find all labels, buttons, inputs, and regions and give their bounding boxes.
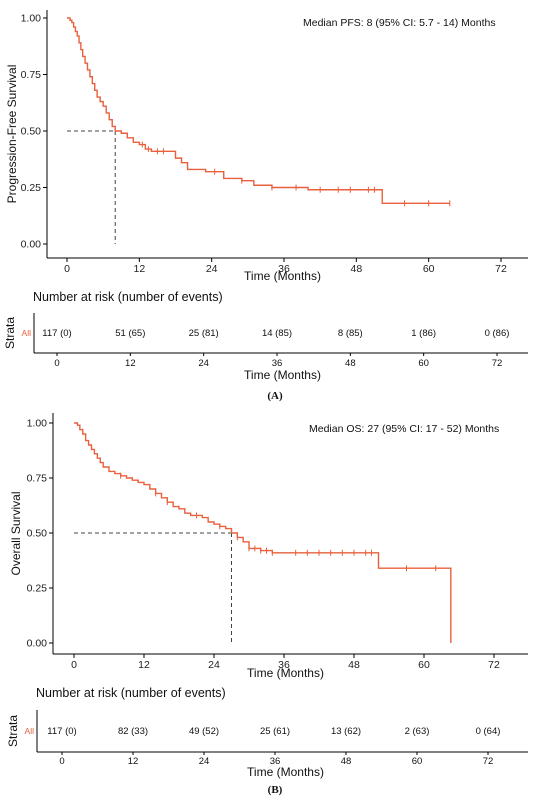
- km-panel-1: 0.00 0.25 0.50 0.75 1.00 0 12 24 36 48 60 72 Time (M…: [3, 10, 528, 402]
- risk-value: 8 (85): [338, 328, 363, 339]
- risk-value: 1 (86): [411, 328, 436, 339]
- y-tick-label: 0.50: [21, 126, 42, 138]
- risk-x-tick-label: 60: [412, 756, 423, 767]
- risk-value: 51 (65): [115, 328, 145, 339]
- x-tick-label: 60: [418, 659, 430, 671]
- x-tick-label: 36: [278, 263, 290, 275]
- x-tick-label: 36: [278, 659, 290, 671]
- risk-x-axis-label: Time (Months): [247, 765, 324, 779]
- risk-x-tick-label: 72: [492, 358, 503, 369]
- risk-table-title: Number at risk (number of events): [36, 686, 226, 700]
- risk-strata-label: All: [25, 726, 35, 736]
- risk-strata-title: Strata: [3, 317, 17, 349]
- risk-value: 2 (63): [405, 726, 430, 737]
- y-tick-label: 1.00: [27, 418, 48, 430]
- risk-x-tick-label: 48: [341, 756, 352, 767]
- risk-strata-title: Strata: [6, 715, 20, 747]
- y-axis-label: Progression-Free Survival: [5, 65, 19, 204]
- risk-x-tick-label: 60: [418, 358, 429, 369]
- x-tick-label: 48: [350, 263, 362, 275]
- x-tick-label: 48: [348, 659, 360, 671]
- risk-strata-label: All: [22, 328, 32, 338]
- x-tick-label: 0: [71, 659, 77, 671]
- y-tick-label: 0.75: [27, 473, 48, 485]
- y-tick-label: 0.25: [21, 182, 42, 194]
- median-annotation: Median OS: 27 (95% CI: 17 - 52) Months: [309, 423, 499, 435]
- risk-value: 25 (81): [189, 328, 219, 339]
- survival-curve: [67, 17, 450, 205]
- x-axis-label: Time (Months): [244, 269, 321, 283]
- risk-x-tick-label: 0: [54, 358, 59, 369]
- risk-value: 13 (62): [331, 726, 361, 737]
- risk-x-tick-label: 36: [272, 358, 283, 369]
- risk-x-tick-label: 24: [199, 756, 210, 767]
- risk-x-tick-label: 12: [125, 358, 136, 369]
- risk-x-tick-label: 24: [198, 358, 209, 369]
- risk-x-tick-label: 36: [270, 756, 281, 767]
- panel-label: (B): [268, 784, 283, 796]
- risk-table-title: Number at risk (number of events): [33, 290, 223, 304]
- y-tick-label: 0.50: [27, 528, 48, 540]
- risk-value: 25 (61): [260, 726, 290, 737]
- risk-value: 14 (85): [262, 328, 292, 339]
- risk-x-tick-label: 72: [483, 756, 494, 767]
- risk-x-tick-label: 12: [128, 756, 139, 767]
- risk-value: 82 (33): [118, 726, 148, 737]
- x-tick-label: 0: [64, 263, 70, 275]
- risk-value: 0 (86): [485, 328, 510, 339]
- x-tick-label: 12: [138, 659, 150, 671]
- risk-value: 117 (0): [42, 328, 71, 339]
- km-panel-2: 0.00 0.25 0.50 0.75 1.00 0 12 24 36 48 60 72 Time (M…: [6, 413, 528, 796]
- x-tick-label: 24: [208, 659, 220, 671]
- x-tick-label: 60: [423, 263, 435, 275]
- survival-curve: [74, 422, 452, 643]
- y-tick-label: 1.00: [21, 13, 42, 25]
- x-tick-label: 12: [133, 263, 145, 275]
- risk-value: 117 (0): [47, 726, 76, 737]
- risk-x-tick-label: 0: [59, 756, 64, 767]
- panel-label: (A): [267, 390, 283, 402]
- x-tick-label: 24: [206, 263, 218, 275]
- y-axis-label: Overall Survival: [9, 491, 23, 575]
- x-tick-label: 72: [488, 659, 500, 671]
- median-annotation: Median PFS: 8 (95% CI: 5.7 - 14) Months: [303, 17, 496, 29]
- y-tick-label: 0.00: [27, 638, 48, 650]
- risk-value: 0 (64): [476, 726, 501, 737]
- x-tick-label: 72: [495, 263, 507, 275]
- y-tick-label: 0.75: [21, 69, 42, 81]
- risk-x-axis-label: Time (Months): [244, 368, 321, 382]
- y-tick-label: 0.00: [21, 239, 42, 251]
- y-tick-label: 0.25: [27, 583, 48, 595]
- x-axis-label: Time (Months): [247, 666, 324, 680]
- risk-x-tick-label: 48: [345, 358, 356, 369]
- risk-value: 49 (52): [189, 726, 219, 737]
